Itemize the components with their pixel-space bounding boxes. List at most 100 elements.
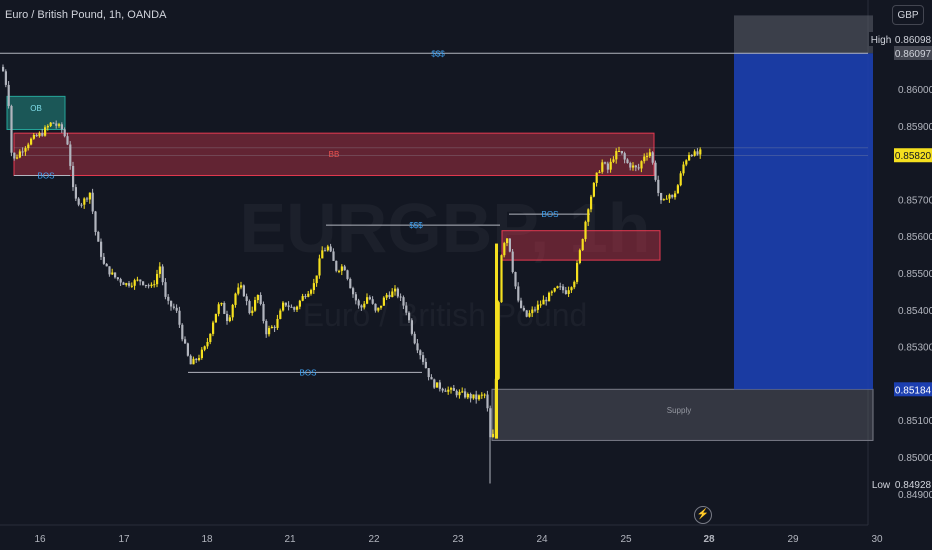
time-tick-label: 23	[452, 534, 464, 545]
candle-body	[128, 283, 131, 286]
candle-body	[181, 324, 184, 340]
candle-body	[245, 296, 248, 302]
candle-body	[184, 339, 187, 344]
candle-body	[682, 164, 685, 174]
candle-body	[637, 167, 640, 169]
supply-price-badge-bg	[894, 382, 932, 397]
candle-body	[693, 151, 696, 156]
annotation-label: $$$	[431, 49, 445, 58]
candle-body	[105, 263, 108, 267]
time-tick-label: 24	[536, 534, 548, 545]
candle-body	[618, 151, 621, 153]
candle-body	[592, 182, 595, 197]
candle-body	[679, 173, 682, 186]
candle-body	[97, 231, 100, 242]
price-tick-label: 0.85700	[898, 195, 932, 206]
candle-body	[133, 280, 136, 286]
candle-body	[450, 388, 453, 390]
candle-body	[525, 310, 528, 317]
candle-body	[248, 301, 251, 314]
time-tick-label: 17	[118, 534, 130, 545]
time-tick-label: 16	[34, 534, 46, 545]
candle-body	[503, 243, 506, 256]
candle-body	[265, 321, 268, 335]
candle-body	[234, 293, 237, 305]
candle-body	[80, 204, 83, 206]
candle-body	[634, 165, 637, 168]
candle-body	[402, 297, 405, 306]
candle-body	[114, 272, 117, 278]
candle-body	[360, 305, 363, 308]
candle-body	[626, 159, 629, 163]
candle-body	[657, 179, 660, 193]
high-price-badge-value: 0.86098	[895, 35, 932, 46]
candle-body	[548, 292, 551, 302]
candle-body	[500, 255, 503, 303]
candle-body	[604, 162, 607, 164]
low-price-badge-bg	[894, 477, 932, 491]
annotation-label: Supply	[667, 406, 691, 415]
candle-body	[567, 290, 570, 294]
watermark-name: Euro / British Pound	[303, 297, 588, 333]
candle-body	[660, 192, 663, 201]
candle-body	[318, 258, 321, 276]
candle-body	[60, 124, 63, 130]
time-tick-label: 28	[703, 534, 715, 545]
candle-body	[685, 160, 688, 165]
candle-body	[447, 389, 450, 392]
stop-zone	[734, 15, 873, 54]
candle-body	[242, 285, 245, 297]
candle-body	[573, 281, 576, 288]
lightning-icon[interactable]: ⚡	[694, 506, 712, 524]
candle-body	[217, 304, 220, 314]
candle-body	[279, 310, 282, 319]
candle-body	[200, 349, 203, 359]
candle-body	[206, 341, 209, 347]
candles-group	[2, 64, 702, 484]
candle-body	[508, 238, 511, 252]
candle-body	[399, 296, 402, 298]
candle-body	[41, 132, 44, 136]
candle-body	[469, 393, 472, 399]
candle-body	[231, 304, 234, 318]
candle-body	[388, 294, 391, 298]
candle-body	[175, 307, 178, 311]
candle-body	[654, 162, 657, 180]
candle-body	[690, 155, 693, 157]
candle-body	[688, 155, 691, 161]
candle-body	[590, 196, 593, 210]
candle-body	[83, 198, 86, 205]
candle-body	[492, 433, 495, 438]
time-tick-label: 30	[871, 534, 883, 545]
candle-body	[556, 286, 559, 289]
candle-body	[612, 159, 615, 162]
candle-body	[2, 66, 5, 72]
candle-body	[629, 162, 632, 168]
candle-body	[63, 129, 66, 137]
candle-body	[413, 333, 416, 344]
target-zone	[734, 53, 873, 390]
time-tick-label: 29	[787, 534, 799, 545]
candle-body	[483, 394, 486, 396]
candle-body	[192, 358, 195, 365]
candle-body	[385, 294, 388, 298]
candle-body	[542, 299, 545, 305]
candle-body	[648, 152, 651, 157]
candle-body	[408, 312, 411, 321]
candle-body	[472, 394, 475, 399]
candle-body	[522, 307, 525, 311]
candle-body	[273, 326, 276, 328]
candle-body	[142, 281, 145, 285]
candle-body	[466, 393, 469, 398]
candle-body	[696, 151, 699, 155]
liquidity-price-badge: 0.86097	[894, 46, 932, 60]
currency-button[interactable]: GBP	[892, 5, 924, 25]
candle-body	[223, 303, 226, 314]
candle-body	[32, 134, 35, 139]
candle-body	[24, 148, 27, 152]
candle-body	[458, 391, 461, 396]
candle-body	[136, 279, 139, 281]
price-tick-label: 0.86000	[898, 85, 932, 96]
candle-body	[640, 161, 643, 169]
